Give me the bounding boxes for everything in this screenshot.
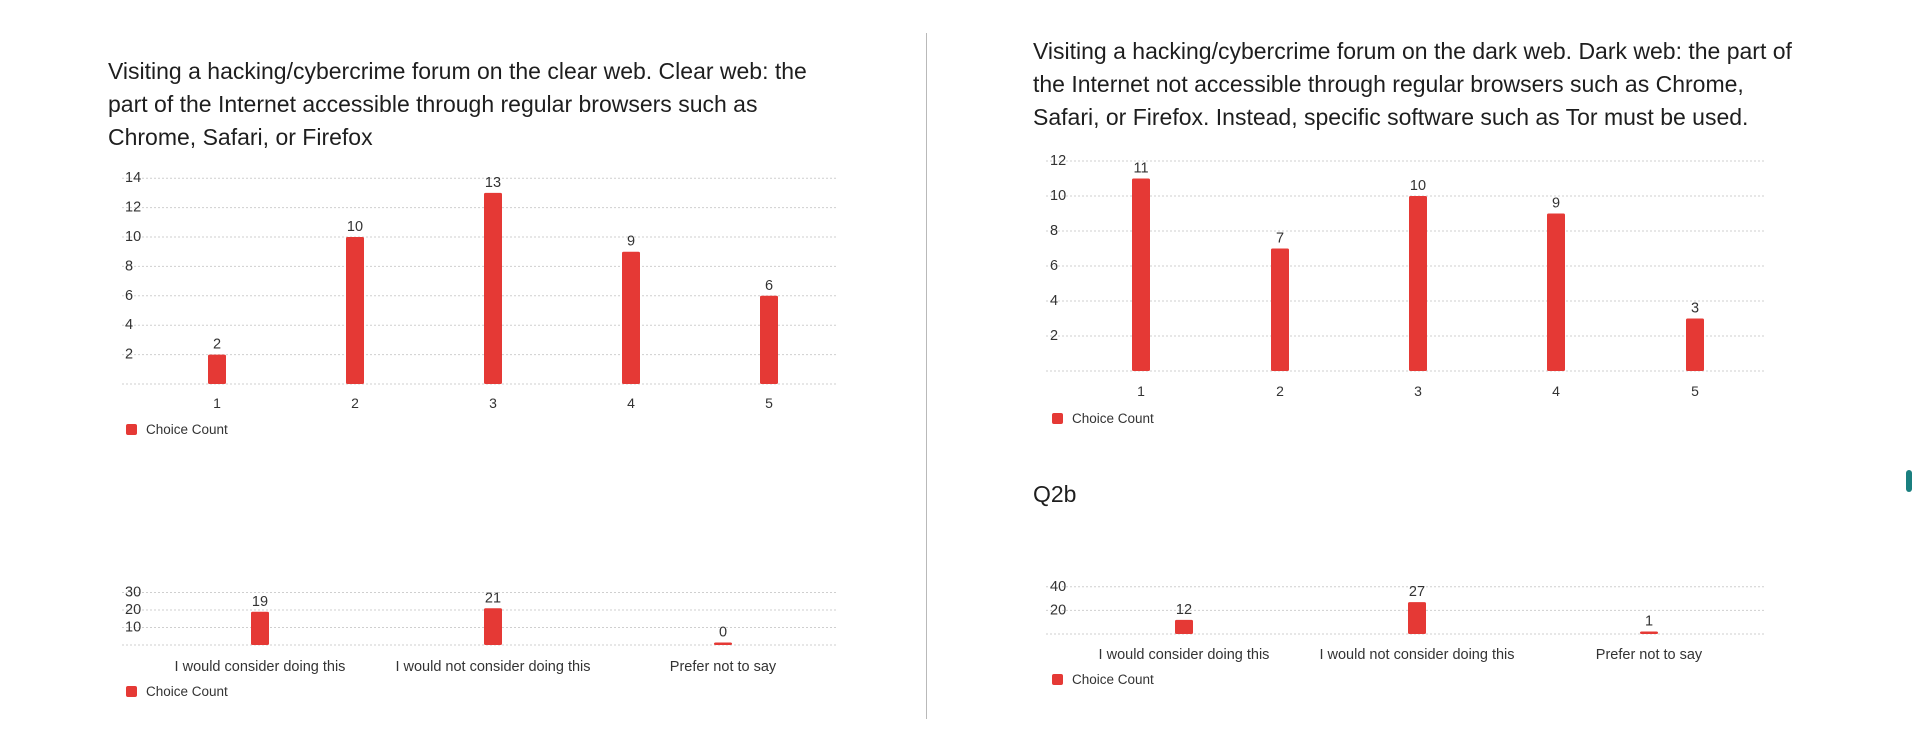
bar (1547, 213, 1565, 371)
y-tick-label: 6 (1050, 258, 1058, 274)
legend-label: Choice Count (1072, 411, 1154, 426)
bar (1175, 619, 1193, 634)
bar (1640, 631, 1658, 634)
x-tick-label: 1 (1137, 383, 1145, 399)
bar (484, 608, 502, 645)
data-label: 11 (1133, 161, 1148, 177)
data-label: 12 (1176, 602, 1192, 618)
bar (1132, 178, 1150, 371)
legend-swatch (126, 686, 137, 697)
y-tick-label: 10 (125, 620, 141, 636)
y-tick-label: 6 (125, 288, 133, 304)
y-tick-label: 2 (1050, 328, 1058, 344)
y-tick-label: 14 (125, 170, 141, 186)
bar (1686, 318, 1704, 371)
x-tick-label: 1 (213, 395, 221, 411)
bar (251, 611, 269, 645)
legend-label: Choice Count (146, 684, 228, 699)
data-label: 6 (765, 278, 773, 294)
data-label: 27 (1409, 584, 1425, 600)
x-tick-label: I would not consider doing this (1319, 647, 1514, 663)
x-tick-label: I would consider doing this (175, 659, 346, 675)
data-label: 21 (485, 590, 501, 606)
x-tick-label: 2 (1276, 383, 1284, 399)
x-tick-label: 2 (351, 395, 359, 411)
data-label: 7 (1276, 231, 1284, 247)
x-tick-label: I would consider doing this (1099, 647, 1270, 663)
y-tick-label: 8 (125, 258, 133, 274)
x-tick-label: Prefer not to say (1596, 647, 1703, 663)
data-label: 3 (1691, 301, 1699, 317)
legend-swatch (126, 424, 137, 435)
y-tick-label: 12 (125, 200, 141, 216)
right-question-heading: Visiting a hacking/cybercrime forum on t… (1033, 38, 1792, 130)
x-tick-label: 3 (1414, 383, 1422, 399)
scrollbar-thumb[interactable] (1906, 470, 1912, 492)
y-tick-label: 30 (125, 585, 141, 601)
bar (208, 354, 226, 384)
data-label: 13 (485, 175, 501, 191)
bar (1408, 602, 1426, 634)
data-label: 9 (1552, 196, 1560, 212)
y-tick-label: 8 (1050, 223, 1058, 239)
x-tick-label: 5 (1691, 383, 1699, 399)
x-tick-label: Prefer not to say (670, 659, 777, 675)
y-tick-label: 4 (1050, 293, 1058, 309)
x-tick-label: 3 (489, 395, 497, 411)
data-label: 0 (719, 625, 727, 641)
panel-divider (926, 33, 927, 719)
data-label: 19 (252, 594, 268, 610)
bar (346, 237, 364, 384)
data-label: 10 (1410, 178, 1426, 194)
x-tick-label: I would not consider doing this (395, 659, 590, 675)
legend-label: Choice Count (1072, 672, 1154, 687)
data-label: 9 (627, 234, 635, 250)
y-tick-label: 10 (125, 229, 141, 245)
data-label: 1 (1645, 614, 1653, 630)
legend-swatch (1052, 413, 1063, 424)
q2b-label: Q2b (1033, 481, 1077, 507)
y-tick-label: 10 (1050, 188, 1066, 204)
legend-swatch (1052, 674, 1063, 685)
data-label: 10 (347, 219, 363, 235)
y-tick-label: 12 (1050, 153, 1066, 169)
bar (484, 192, 502, 384)
bar (760, 295, 778, 384)
x-tick-label: 4 (1552, 383, 1560, 399)
bar (714, 642, 732, 645)
x-tick-label: 5 (765, 395, 773, 411)
y-tick-label: 20 (125, 602, 141, 618)
x-tick-label: 4 (627, 395, 635, 411)
bar (1271, 248, 1289, 371)
legend-label: Choice Count (146, 422, 228, 437)
bar (1409, 196, 1427, 371)
y-tick-label: 4 (125, 317, 133, 333)
bar (622, 251, 640, 384)
data-label: 2 (213, 337, 221, 353)
y-tick-label: 2 (125, 347, 133, 363)
y-tick-label: 20 (1050, 602, 1066, 618)
left-question-heading: Visiting a hacking/cybercrime forum on t… (108, 58, 807, 150)
y-tick-label: 40 (1050, 579, 1066, 595)
